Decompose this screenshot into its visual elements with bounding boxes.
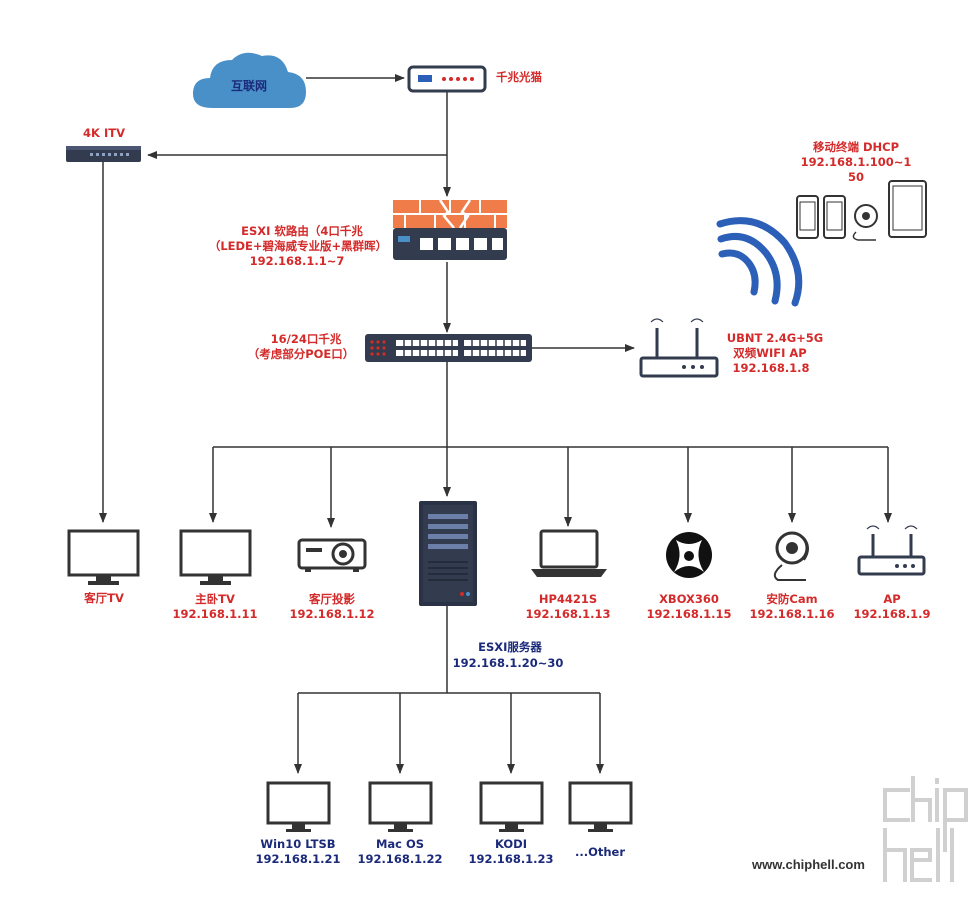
wifi-icon (716, 217, 803, 307)
ubnt-label-line2: 双频WIFI AP (733, 346, 807, 360)
vm-other-icon (568, 781, 633, 832)
xbox-label: XBOX360 (659, 592, 719, 606)
watermark-url: www.chiphell.com (752, 857, 865, 872)
vm-kodi-icon (479, 781, 544, 832)
bedroom-tv-label: 主卧TV (195, 592, 235, 606)
vm-win10-icon (266, 781, 331, 832)
cloud-icon: 互联网 (192, 52, 306, 108)
ubnt-label-line1: UBNT 2.4G+5G (726, 331, 824, 345)
bedroom-tv-ip: 192.168.1.11 (172, 607, 258, 621)
cam-ip: 192.168.1.16 (749, 607, 835, 621)
living-tv-icon (67, 529, 140, 585)
firewall-router-icon (393, 199, 507, 260)
chiphell-logo (883, 776, 968, 882)
vm-mac-label: Mac OS (375, 837, 425, 851)
esxi-server-ip: 192.168.1.20~30 (452, 656, 564, 670)
ubnt-ap-icon (639, 318, 719, 378)
vm-mac-ip: 192.168.1.22 (357, 852, 443, 866)
vm-win10-label: Win10 LTSB (260, 837, 336, 851)
switch-label-line2: （考虑部分POE口） (247, 347, 355, 361)
ap2-ip: 192.168.1.9 (853, 607, 931, 621)
switch-label-line1: 16/24口千兆 (270, 332, 342, 346)
ubnt-label-line3: 192.168.1.8 (732, 361, 810, 375)
itv-label: 4K ITV (83, 126, 125, 140)
router-label-line2: （LEDE+碧海威专业版+黑群晖） (208, 239, 388, 253)
ap2-label: AP (883, 592, 901, 606)
mobile-label-line1: 移动终端 DHCP (812, 140, 900, 154)
xbox-ip: 192.168.1.15 (646, 607, 732, 621)
mobile-devices-icon (796, 180, 927, 241)
switch-icon (365, 334, 532, 362)
cam-label: 安防Cam (766, 592, 818, 606)
laptop-icon (531, 529, 607, 577)
vm-kodi-label: KODI (495, 837, 527, 851)
modem-label: 千兆光猫 (496, 70, 542, 84)
bedroom-tv-icon (179, 529, 252, 585)
laptop-label: HP4421S (538, 592, 598, 606)
living-tv-label: 客厅TV (84, 591, 124, 605)
internet-label: 互联网 (231, 79, 267, 93)
connections (99, 74, 892, 774)
projector-icon (297, 538, 367, 572)
mobile-label-line2: 192.168.1.100~1 (800, 155, 912, 169)
vm-mac-icon (368, 781, 433, 832)
vm-win10-ip: 192.168.1.21 (255, 852, 341, 866)
esxi-server-icon (419, 501, 477, 606)
router-label-line1: ESXI 软路由（4口千兆 (241, 224, 363, 238)
security-cam-icon (773, 531, 809, 581)
esxi-server-label: ESXI服务器 (478, 640, 542, 654)
vm-kodi-ip: 192.168.1.23 (468, 852, 554, 866)
projector-ip: 192.168.1.12 (289, 607, 375, 621)
mobile-label-line3: 50 (847, 170, 865, 184)
xbox-icon (666, 532, 712, 578)
projector-label: 客厅投影 (309, 592, 355, 606)
router-label-line3: 192.168.1.1~7 (249, 254, 345, 268)
laptop-ip: 192.168.1.13 (525, 607, 611, 621)
vm-other-label: ...Other (574, 845, 626, 859)
itv-box-icon (66, 146, 141, 162)
modem-icon (407, 65, 487, 93)
ap2-icon (857, 525, 926, 576)
